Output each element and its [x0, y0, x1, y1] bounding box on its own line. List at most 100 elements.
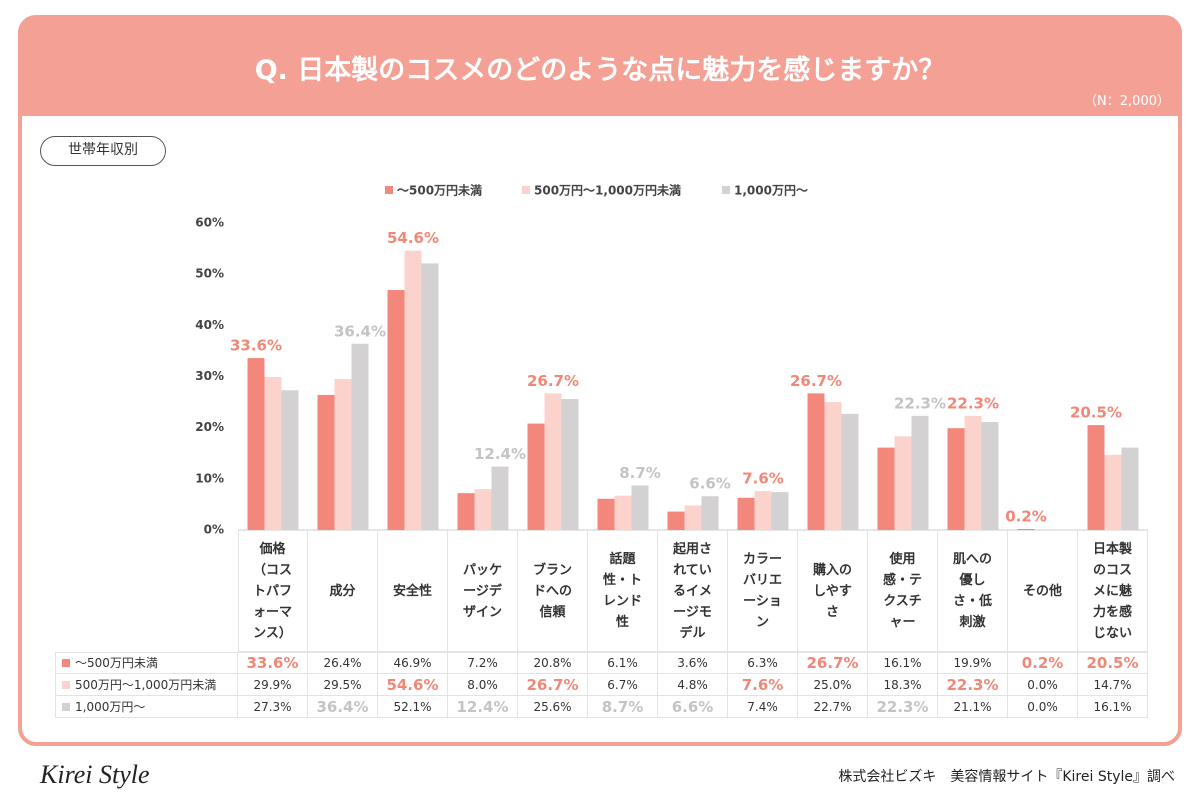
- sample-size: （N：2,000）: [1084, 94, 1170, 109]
- legend-label: 500万円～1,000万円未満: [534, 183, 681, 198]
- bar: [491, 466, 509, 530]
- bar-annotation: 22.3%: [894, 394, 946, 412]
- y-tick-label: 40%: [195, 318, 224, 332]
- legend-label: ～500万円未満: [397, 183, 482, 198]
- table-row-header: 500万円～1,000万円未満: [55, 674, 238, 696]
- category-label: 話題性・トレンド性: [588, 531, 658, 652]
- table-value: 27.3%: [238, 696, 308, 718]
- table-value: 3.6%: [658, 652, 728, 674]
- legend-swatch: [385, 186, 393, 194]
- legend-swatch: [722, 186, 730, 194]
- table-value: 6.3%: [728, 652, 798, 674]
- bar: [1104, 454, 1122, 530]
- table-value: 20.5%: [1078, 652, 1148, 674]
- bar: [911, 415, 929, 530]
- table-value: 29.9%: [238, 674, 308, 696]
- bar: [614, 495, 632, 530]
- table-value: 22.7%: [798, 696, 868, 718]
- bar: [964, 415, 982, 530]
- segment-tag: 世帯年収別: [40, 136, 166, 166]
- table-value: 26.7%: [798, 652, 868, 674]
- bar: [981, 422, 999, 530]
- bar: [737, 497, 755, 530]
- bar: [667, 511, 685, 530]
- bar-annotation: 8.7%: [619, 464, 661, 482]
- table-value: 54.6%: [378, 674, 448, 696]
- table-value: 46.9%: [378, 652, 448, 674]
- table-value: 7.2%: [448, 652, 518, 674]
- table-value: 4.8%: [658, 674, 728, 696]
- table-value: 20.8%: [518, 652, 588, 674]
- bar: [387, 290, 405, 530]
- bar: [824, 402, 842, 530]
- bar: [754, 491, 772, 530]
- bar: [771, 492, 789, 530]
- row-label: 1,000万円～: [75, 700, 146, 714]
- table-value: 6.1%: [588, 652, 658, 674]
- bar-annotation: 7.6%: [742, 470, 784, 488]
- bar: [527, 423, 545, 530]
- footer-logo: Kirei Style: [40, 760, 150, 789]
- bar: [404, 250, 422, 530]
- table-value: 14.7%: [1078, 674, 1148, 696]
- bar-annotation: 36.4%: [334, 322, 386, 340]
- table-value: 6.6%: [658, 696, 728, 718]
- category-label: 成分: [308, 531, 378, 652]
- bar: [701, 496, 719, 530]
- bar: [351, 343, 369, 530]
- table-row-header: ～500万円未満: [55, 652, 238, 674]
- table-value: 6.7%: [588, 674, 658, 696]
- table-value: 19.9%: [938, 652, 1008, 674]
- legend-label: 1,000万円～: [734, 184, 808, 198]
- y-tick-label: 50%: [195, 267, 224, 281]
- bar-annotation: 6.6%: [689, 475, 731, 493]
- y-tick-label: 20%: [195, 420, 224, 434]
- bar-annotation: 22.3%: [947, 394, 999, 412]
- table-value: 0.2%: [1008, 652, 1078, 674]
- y-tick-label: 0%: [204, 523, 224, 537]
- table-value: 26.4%: [308, 652, 378, 674]
- bar: [877, 447, 895, 530]
- legend-swatch: [62, 702, 70, 711]
- table-value: 26.7%: [518, 674, 588, 696]
- bar-annotation: 20.5%: [1070, 404, 1122, 422]
- table-value: 7.6%: [728, 674, 798, 696]
- bar-annotation: 12.4%: [474, 445, 526, 463]
- bar: [1121, 447, 1139, 530]
- category-label: 日本製のコスメに魅力を感じない: [1078, 531, 1148, 652]
- bar: [264, 377, 282, 530]
- bar-annotation: 26.7%: [790, 372, 842, 390]
- legend-swatch: [62, 658, 70, 667]
- table-left-border: [238, 531, 239, 652]
- bar: [561, 399, 579, 530]
- bar: [1017, 528, 1035, 530]
- table-value: 25.6%: [518, 696, 588, 718]
- row-label: 500万円～1,000万円未満: [75, 678, 217, 692]
- table-value: 16.1%: [868, 652, 938, 674]
- bar: [474, 489, 492, 530]
- bar: [1087, 425, 1105, 530]
- bar: [684, 505, 702, 530]
- bar: [894, 436, 912, 530]
- bar: [947, 428, 965, 530]
- category-label: パッケージデザイン: [448, 531, 518, 652]
- bar: [334, 379, 352, 530]
- table-value: 22.3%: [868, 696, 938, 718]
- table-value: 22.3%: [938, 674, 1008, 696]
- table-value: 29.5%: [308, 674, 378, 696]
- title: Q. 日本製のコスメのどのような点に魅力を感じますか？: [254, 55, 946, 86]
- table-value: 0.0%: [1008, 696, 1078, 718]
- category-label: 購入のしやすさ: [798, 531, 868, 652]
- legend-swatch: [522, 186, 530, 194]
- table-value: 21.1%: [938, 696, 1008, 718]
- category-label: カラーバリエーション: [728, 531, 798, 652]
- bar: [247, 358, 265, 530]
- bar-annotation: 26.7%: [527, 372, 579, 390]
- bar: [807, 393, 825, 530]
- bar: [631, 485, 649, 530]
- table-value: 18.3%: [868, 674, 938, 696]
- bar: [841, 413, 859, 530]
- table-value: 12.4%: [448, 696, 518, 718]
